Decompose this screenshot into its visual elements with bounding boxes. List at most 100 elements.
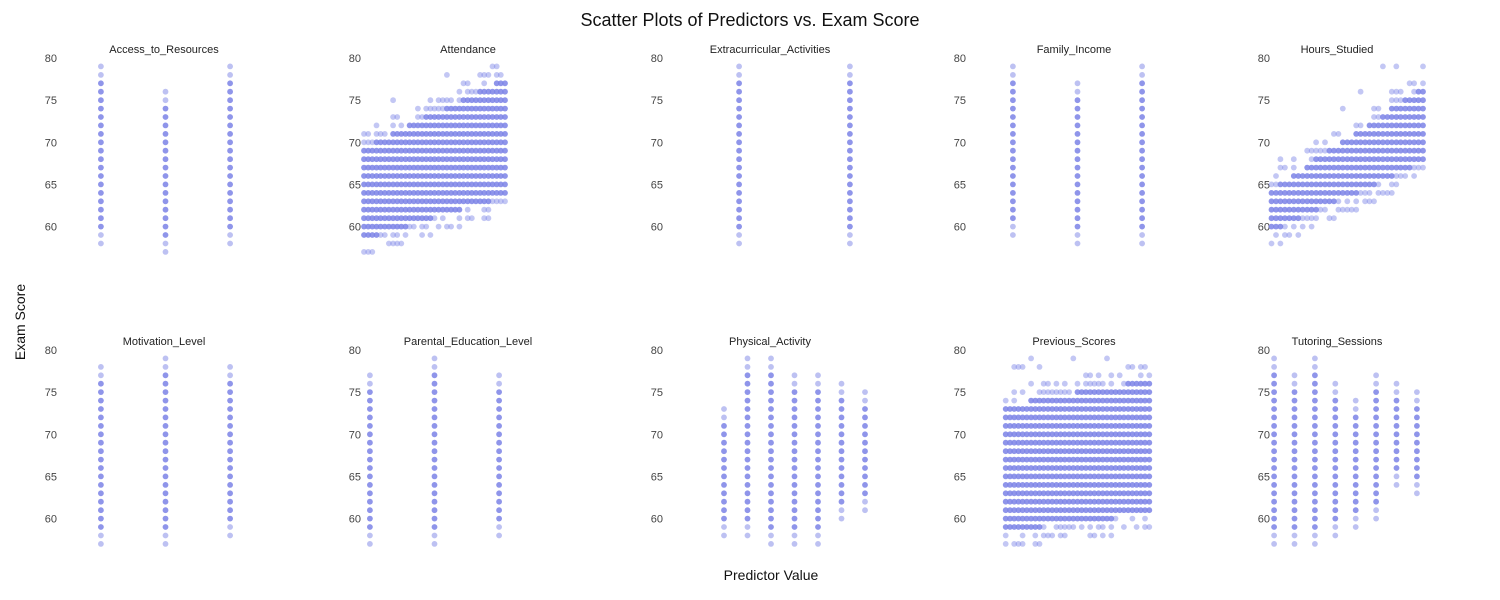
data-point <box>1344 139 1351 146</box>
data-point <box>1357 164 1364 171</box>
data-point <box>1312 355 1318 362</box>
data-point <box>1010 198 1016 205</box>
data-point <box>406 147 413 154</box>
data-point <box>1121 397 1127 404</box>
data-point <box>847 215 853 222</box>
data-point <box>367 389 373 395</box>
data-point <box>1353 156 1360 163</box>
data-point <box>493 72 500 78</box>
data-point <box>1282 198 1288 205</box>
data-point <box>431 372 438 379</box>
data-point <box>1104 482 1110 488</box>
data-point <box>419 114 425 120</box>
data-point <box>98 97 104 104</box>
data-point <box>377 232 384 238</box>
data-point <box>1010 232 1016 238</box>
data-point <box>1070 465 1077 471</box>
data-point <box>1291 397 1298 404</box>
data-point <box>1137 389 1144 395</box>
data-point <box>502 164 508 171</box>
data-point <box>419 198 425 205</box>
data-point <box>481 88 488 95</box>
data-point <box>1282 164 1288 171</box>
data-point <box>1108 397 1115 404</box>
data-point <box>1087 465 1094 471</box>
data-point <box>1078 498 1085 505</box>
data-point <box>431 439 438 446</box>
data-point <box>1406 164 1413 171</box>
data-point <box>1393 473 1400 480</box>
data-point <box>493 105 500 112</box>
data-point <box>435 122 442 129</box>
data-point <box>402 190 409 196</box>
data-point <box>162 249 169 255</box>
data-point <box>847 63 853 70</box>
data-point <box>452 173 459 179</box>
data-point <box>390 147 396 154</box>
data-point <box>1091 515 1098 522</box>
data-point <box>1326 156 1333 163</box>
data-point <box>481 181 488 188</box>
data-point <box>1040 498 1047 505</box>
data-point <box>1411 80 1417 87</box>
data-point <box>227 80 234 87</box>
data-point <box>1112 397 1119 404</box>
data-point <box>444 181 450 188</box>
data-point <box>1007 515 1013 522</box>
data-point <box>815 515 821 522</box>
data-point <box>444 206 450 213</box>
data-point <box>502 105 508 112</box>
data-point <box>1322 206 1328 213</box>
data-point <box>847 72 853 78</box>
data-point <box>406 131 413 137</box>
data-point <box>1087 406 1094 412</box>
data-point <box>1146 507 1153 514</box>
data-point <box>1129 465 1136 471</box>
data-point <box>98 88 104 95</box>
data-point <box>1142 414 1148 421</box>
data-point <box>1291 423 1298 429</box>
data-point <box>1074 80 1081 87</box>
data-point <box>1362 190 1368 196</box>
data-point <box>227 173 234 179</box>
data-point <box>1304 215 1311 222</box>
data-point <box>1121 490 1127 497</box>
data-point <box>162 372 169 379</box>
data-point <box>1322 198 1328 205</box>
data-point <box>390 164 396 171</box>
data-point <box>1061 507 1068 514</box>
data-point <box>1371 156 1377 163</box>
data-point <box>1299 173 1306 179</box>
data-point <box>1271 448 1277 455</box>
data-point <box>1317 198 1324 205</box>
data-point <box>227 122 234 129</box>
data-point <box>1313 147 1319 154</box>
data-point <box>1095 524 1102 530</box>
data-point <box>1040 456 1047 463</box>
y-tick-label: 75 <box>349 95 361 107</box>
data-point <box>1393 63 1400 70</box>
data-point <box>1420 63 1426 70</box>
data-point <box>406 164 413 171</box>
data-point <box>1133 389 1140 395</box>
data-point <box>435 198 442 205</box>
data-point <box>427 105 434 112</box>
data-point <box>1011 515 1018 522</box>
data-point <box>489 114 496 120</box>
data-point <box>1332 515 1339 522</box>
data-point <box>1322 190 1328 196</box>
data-point <box>1393 482 1400 488</box>
data-point <box>1312 465 1318 471</box>
data-point <box>431 190 438 196</box>
data-point <box>468 88 475 95</box>
data-point <box>1028 524 1034 530</box>
data-point <box>1112 456 1119 463</box>
data-point <box>1271 364 1277 370</box>
data-point <box>862 431 868 438</box>
data-point <box>419 139 425 146</box>
data-point <box>847 240 853 247</box>
data-point <box>1015 490 1022 497</box>
data-point <box>1146 414 1153 421</box>
data-point <box>1335 156 1342 163</box>
data-point <box>1002 532 1009 539</box>
